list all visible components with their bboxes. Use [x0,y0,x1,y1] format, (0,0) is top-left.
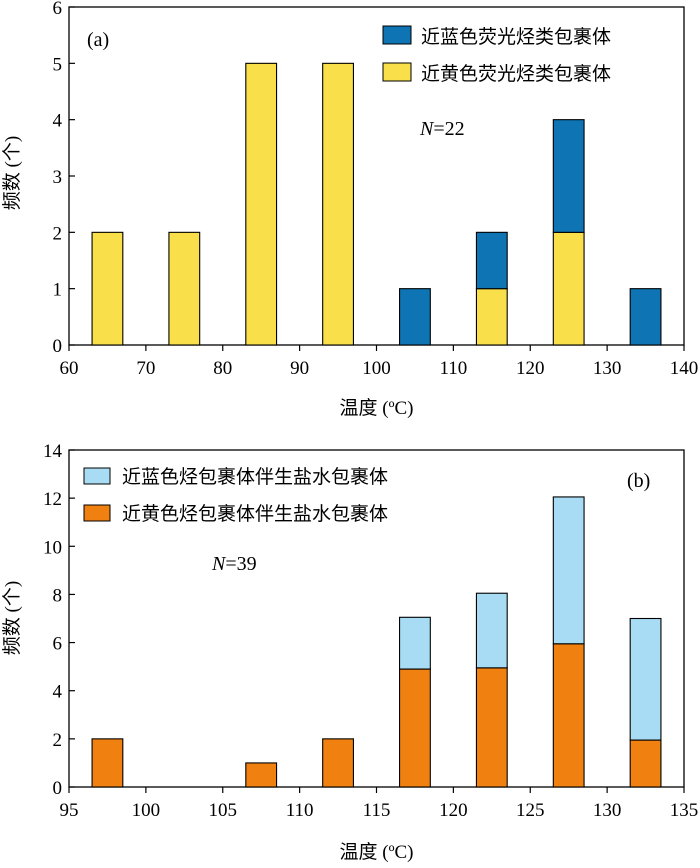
panel-b-sample-count-value: =39 [225,553,256,575]
panel-a-temperature-histogram: 60 70 80 90 100 110 120 130 140 0 1 2 3 4 5 6 温度 (ºC) 频数 … [1,0,698,419]
panel-a-x-tick-label: 110 [439,358,467,379]
panel-b-x-tick-label: 135 [670,800,699,821]
panel-a-bar-series1-bin6 [552,119,585,233]
panel-a-bar-series1-bin7 [629,288,662,346]
panel-a-bar-series0-bin2 [245,62,278,346]
panel-b-y-axis-label: 频数 (个) [1,581,23,655]
panel-b-legend-swatch-0 [83,504,111,522]
panel-b-bar-series0-bin2 [322,738,354,788]
panel-b-legend-label-1: 近蓝色烃包裹体伴生盐水包裹体 [122,466,388,488]
panel-a-bar-series1-bin4 [399,288,431,346]
panel-b-bar-series1-bin4 [475,592,508,669]
panel-b-bar-series0-bin3 [399,668,431,788]
panel-a-x-tick-label: 120 [516,358,545,379]
panel-a-bar-series0-bin1 [168,231,201,346]
panel-a-x-axis-label: 温度 (ºC) [340,397,414,419]
panel-a-tag: (a) [87,29,109,51]
panel-b-x-tick-label: 100 [132,800,161,821]
panel-b-y-tick-label: 4 [53,682,63,703]
panel-b-y-tick-label: 0 [53,778,63,799]
panel-a-y-tick-label: 5 [53,54,63,75]
panel-b-x-tick-label: 125 [516,800,545,821]
panel-a-x-tick-label: 60 [60,358,79,379]
panel-b-x-tick-label: 130 [593,800,622,821]
panel-a-y-tick-label: 1 [53,280,63,301]
panel-a-y-tick-label: 0 [53,336,63,357]
panel-b-y-tick-label: 8 [53,585,63,606]
panel-a-x-tick-label: 140 [670,358,699,379]
panel-a-y-axis-label: 频数 (个) [1,136,23,210]
panel-a-legend-swatch-1 [382,25,412,45]
panel-a-y-tick-label: 2 [53,223,63,244]
panel-a-bar-series0-bin6 [552,231,585,346]
panel-a-y-tick-label: 3 [53,167,63,188]
panel-b-x-tick-label: 120 [439,800,468,821]
panel-a-x-tick-label: 130 [593,358,622,379]
panel-a-y-tick-label: 6 [53,0,63,19]
panel-a-bar-series0-bin0 [91,231,124,346]
panel-b-temperature-histogram: 95 100 105 110 115 120 125 130 135 0 2 4 6 8 10 12 14 温度 … [1,441,698,863]
panel-a-bar-series0-bin5 [475,288,508,346]
panel-a-sample-count-value: =22 [433,118,464,140]
panel-b-tag: (b) [627,470,650,492]
panel-b-bar-series0-bin1 [245,762,278,788]
panel-a-legend-label-1: 近蓝色荧光烃类包裹体 [421,26,611,48]
panel-b-y-tick-label: 12 [43,489,62,510]
panel-b-bar-series1-bin6 [629,617,662,741]
panel-a-y-tick-label: 4 [53,111,63,132]
panel-b-x-tick-label: 95 [60,800,79,821]
panel-b-sample-count: N=39 [211,553,257,575]
panel-b-x-tick-label: 115 [363,800,391,821]
panel-a-x-tick-label: 100 [362,358,391,379]
panel-b-bar-series0-bin5 [552,643,585,788]
panel-b-y-tick-label: 10 [43,537,62,558]
panel-b-x-tick-label: 110 [286,800,314,821]
panel-b-bar-series1-bin3 [399,616,431,670]
panel-a-x-tick-label: 80 [213,358,232,379]
panel-a-sample-count-symbol: N [419,118,435,140]
panel-a-x-tick-label: 70 [136,358,155,379]
panel-a-bar-series1-bin5 [475,231,508,290]
panel-b-x-axis-label: 温度 (ºC) [340,841,414,863]
panel-a-x-tick-label: 90 [290,358,309,379]
panel-b-bar-series0-bin4 [475,667,508,788]
panel-b-bar-series1-bin5 [552,496,585,645]
panel-b-legend-swatch-1 [83,467,111,485]
panel-b-x-tick-label: 105 [209,800,238,821]
panel-b-y-tick-label: 6 [53,634,63,655]
panel-b-sample-count-symbol: N [211,553,227,575]
panel-a-legend-swatch-0 [382,62,412,82]
panel-a-plot-frame [68,6,685,346]
panel-b-y-tick-label: 2 [53,730,63,751]
panel-b-plot-frame [68,449,685,788]
panel-b-bar-series0-bin6 [629,739,662,788]
panel-b-bar-series0-bin0 [91,738,124,788]
panel-b-y-tick-label: 14 [43,441,63,462]
panel-a-sample-count: N=22 [419,118,465,140]
panel-a-legend-label-0: 近黄色荧光烃类包裹体 [421,63,611,85]
panel-b-legend-label-0: 近黄色烃包裹体伴生盐水包裹体 [122,503,388,525]
panel-a-bar-series0-bin3 [322,62,354,346]
